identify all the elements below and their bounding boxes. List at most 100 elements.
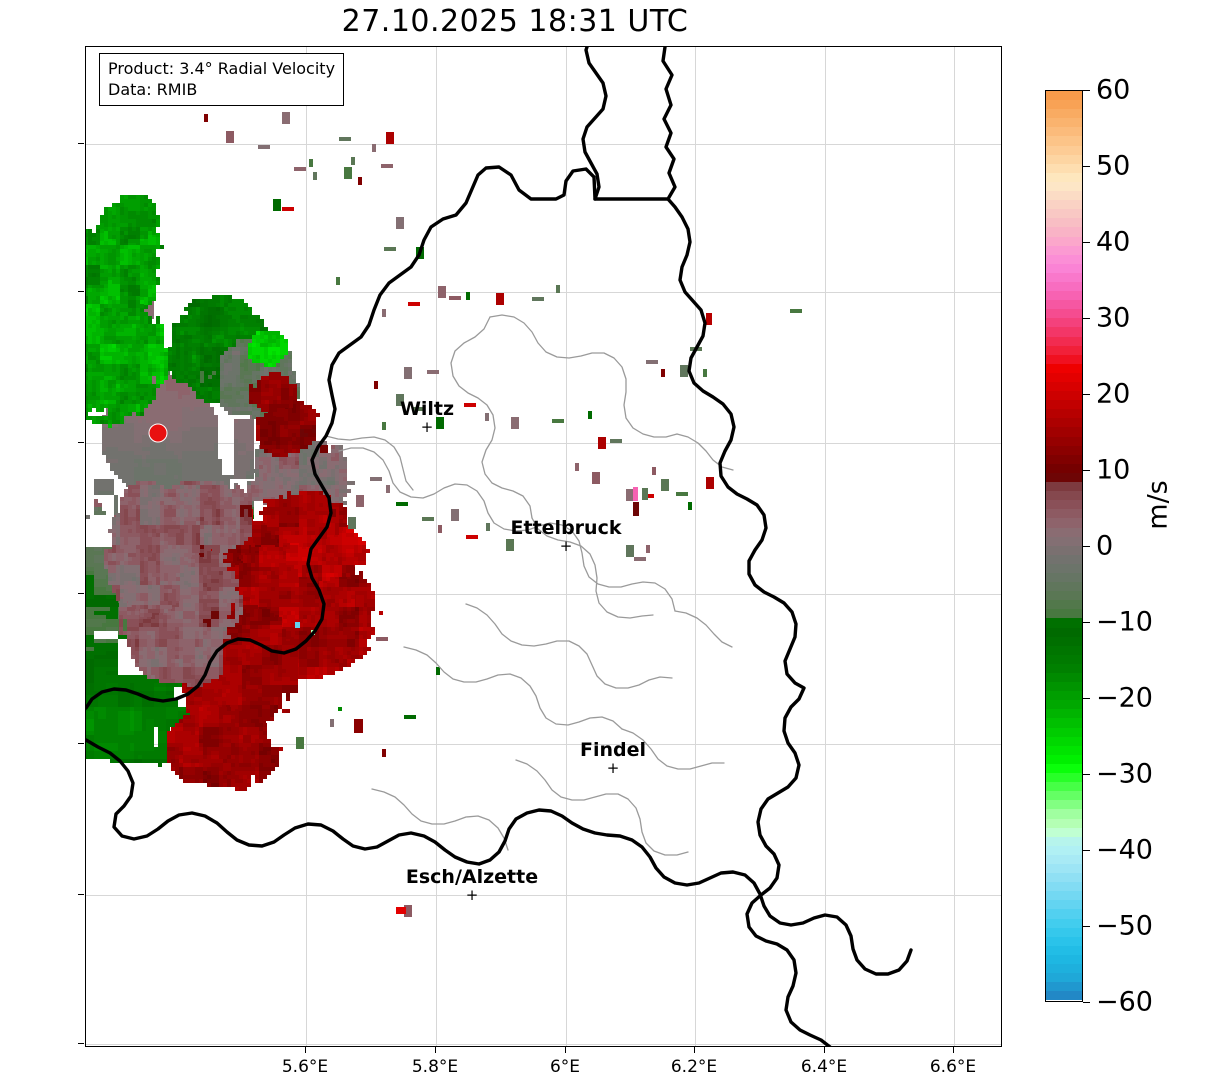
colorbar-segment (1046, 536, 1082, 546)
colorbar-segment (1046, 318, 1082, 328)
colorbar-segment (1046, 572, 1082, 583)
colorbar-segment (1046, 591, 1082, 601)
regional-border-path (338, 447, 676, 612)
city-label-ettelbruck: Ettelbruck + (510, 517, 622, 554)
colorbar-segment (1046, 927, 1082, 937)
colorbar-segment (1046, 973, 1082, 983)
city-name: Ettelbruck (510, 517, 622, 539)
colorbar-segment (1046, 218, 1082, 228)
colorbar-segment (1046, 454, 1082, 464)
national-border-path (86, 738, 913, 976)
map-borders (86, 47, 913, 1046)
colorbar-tick-label: 20 (1096, 378, 1131, 410)
colorbar-segment (1046, 136, 1082, 146)
colorbar-segment (1046, 891, 1082, 901)
colorbar-segment (1046, 482, 1082, 492)
colorbar-segment (1046, 254, 1082, 264)
x-axis-tick-label: 6°E (549, 1057, 581, 1077)
colorbar-tick-label: 60 (1096, 74, 1131, 106)
y-axis-tick-mark (78, 593, 84, 594)
colorbar-tick-mark (1083, 774, 1090, 776)
colorbar (1045, 90, 1083, 1002)
colorbar-segment (1046, 291, 1082, 301)
colorbar-tick-label: 30 (1096, 302, 1131, 334)
city-name: Findel (579, 739, 647, 761)
colorbar-segment (1046, 682, 1082, 692)
colorbar-tick-mark (1083, 166, 1090, 168)
product-info-box: Product: 3.4° Radial Velocity Data: RMIB (99, 53, 345, 107)
colorbar-segment (1046, 809, 1082, 819)
x-axis-tick-label: 6.2°E (670, 1057, 718, 1077)
colorbar-segment (1046, 982, 1082, 992)
page-title: 27.10.2025 18:31 UTC (341, 4, 689, 39)
x-axis-tick-label: 6.4°E (800, 1057, 848, 1077)
colorbar-segment (1046, 918, 1082, 928)
colorbar-segment (1046, 118, 1082, 128)
colorbar-segment (1046, 345, 1082, 355)
colorbar-segment (1046, 545, 1082, 555)
colorbar-tick-mark (1083, 850, 1090, 852)
colorbar-segment (1046, 191, 1082, 201)
city-name: Esch/Alzette (405, 866, 539, 888)
colorbar-segment (1046, 281, 1082, 292)
colorbar-segment (1046, 691, 1082, 701)
colorbar-tick-mark (1083, 698, 1090, 700)
colorbar-tick-label: −40 (1096, 834, 1153, 866)
city-name: Wiltz (399, 398, 455, 420)
colorbar-segment (1046, 882, 1082, 892)
colorbar-tick-mark (1083, 622, 1090, 624)
regional-border-path (403, 646, 623, 730)
colorbar-segment (1046, 127, 1082, 137)
colorbar-segment (1046, 563, 1082, 573)
colorbar-tick-mark (1083, 394, 1090, 396)
y-axis: 50.25°N50.1°N49.95°N49.8°N49.65°N49.5°N4… (0, 0, 84, 1081)
colorbar-segment (1046, 272, 1082, 282)
colorbar-segment (1046, 500, 1082, 510)
y-axis-tick-mark (78, 143, 84, 144)
x-axis-tick-mark (435, 1047, 436, 1053)
colorbar-segment (1046, 527, 1082, 537)
city-marker-icon: + (606, 759, 620, 777)
colorbar-tick-label: 10 (1096, 454, 1131, 486)
colorbar-segment (1046, 145, 1082, 155)
colorbar-tick-label: −50 (1096, 910, 1153, 942)
y-axis-tick-mark (78, 1043, 84, 1044)
national-border-path (581, 47, 608, 201)
regional-border-path (325, 435, 414, 491)
colorbar-segment (1046, 354, 1082, 364)
colorbar-segment (1046, 263, 1082, 273)
colorbar-segment (1046, 745, 1082, 755)
city-marker-icon: + (420, 418, 434, 436)
regional-border-path (450, 316, 533, 519)
colorbar-tick-label: −20 (1096, 682, 1153, 714)
radar-map-plot[interactable]: Wiltz + Ettelbruck + Findel + Esch/Alzette + (85, 46, 1002, 1047)
colorbar-tick-label: 0 (1096, 530, 1114, 562)
radar-reflectivity-canvas (86, 47, 1001, 1046)
colorbar-tick-mark (1083, 470, 1090, 472)
colorbar-segment (1046, 636, 1082, 646)
colorbar-segment (1046, 372, 1082, 382)
x-axis-tick-label: 5.6°E (281, 1057, 329, 1077)
y-axis-tick-mark (78, 894, 84, 895)
city-label-wiltz: Wiltz + (399, 398, 455, 436)
colorbar-segment (1046, 818, 1082, 828)
radar-station-marker (148, 423, 168, 443)
colorbar-segment (1046, 363, 1082, 373)
colorbar-tick-mark (1083, 242, 1090, 244)
colorbar-segment (1046, 163, 1082, 173)
colorbar-segment (1046, 936, 1082, 946)
colorbar-segment (1046, 91, 1082, 101)
colorbar-segment (1046, 854, 1082, 864)
colorbar-segment (1046, 245, 1082, 255)
colorbar-segment (1046, 200, 1082, 210)
colorbar-segment (1046, 336, 1082, 346)
colorbar-segment (1046, 382, 1082, 392)
colorbar-tick-label: 40 (1096, 226, 1131, 258)
colorbar-segment (1046, 409, 1082, 419)
x-axis-tick-label: 5.8°E (411, 1057, 459, 1077)
colorbar-segment (1046, 836, 1082, 846)
colorbar-segment (1046, 954, 1082, 964)
national-border-path (666, 197, 832, 1046)
colorbar-segment (1046, 827, 1082, 837)
colorbar-segment (1046, 172, 1082, 182)
